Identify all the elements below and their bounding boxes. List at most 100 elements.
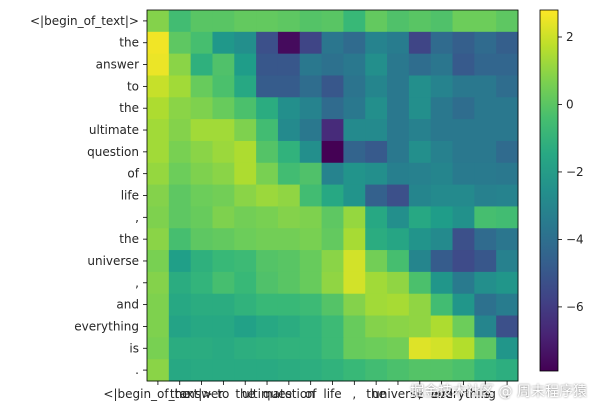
heatmap-cell: [496, 75, 519, 98]
colorbar-tick-label: 0: [566, 97, 574, 111]
heatmap-cell: [147, 228, 170, 251]
heatmap-cell: [343, 10, 366, 33]
heatmap-cell: [408, 315, 432, 338]
heatmap-cell: [408, 10, 432, 33]
heatmap-cell: [299, 228, 323, 251]
y-tick-label: ,: [135, 276, 139, 290]
heatmap-cell: [321, 97, 344, 120]
heatmap-cell: [474, 162, 497, 186]
heatmap-cell: [387, 31, 410, 55]
x-tick-label: answer: [180, 387, 223, 401]
heatmap-cell: [430, 228, 454, 251]
heatmap-cell: [234, 119, 257, 142]
y-tick-label: and: [116, 298, 139, 312]
heatmap-cell: [321, 119, 344, 142]
y-tick-label: the: [119, 101, 139, 115]
heatmap-cell: [474, 250, 497, 273]
heatmap-cell: [408, 359, 432, 382]
heatmap-cell: [452, 359, 475, 382]
heatmap-cell: [452, 97, 475, 120]
heatmap-cell: [277, 250, 301, 273]
heatmap-cell: [452, 293, 475, 317]
heatmap-cell: [168, 97, 192, 120]
heatmap-cell: [474, 184, 497, 207]
heatmap-cell: [408, 184, 432, 207]
heatmap-cell: [212, 10, 235, 33]
heatmap-cell: [343, 250, 366, 273]
heatmap-cell: [452, 119, 475, 142]
heatmap-cell: [365, 53, 388, 76]
y-tick-label: <|begin_of_text|>: [30, 14, 139, 28]
heatmap-cell: [168, 53, 192, 76]
heatmap-cell: [168, 10, 192, 33]
x-tick-label: the: [170, 387, 190, 401]
heatmap-cell: [299, 140, 323, 164]
heatmap-cell: [365, 97, 388, 120]
heatmap-cell: [277, 140, 301, 164]
heatmap-cell: [277, 97, 301, 120]
heatmap-cell: [387, 337, 410, 360]
colorbar-tick-label: −6: [566, 300, 584, 314]
heatmap-cell: [365, 250, 388, 273]
heatmap-cell: [234, 337, 257, 360]
heatmap-cell: [190, 31, 213, 55]
heatmap-cell: [496, 53, 519, 76]
heatmap-cell: [496, 271, 519, 295]
heatmap-cell: [321, 271, 344, 295]
y-tick-label: the: [119, 36, 139, 50]
y-tick-label: .: [135, 363, 139, 377]
heatmap-cell: [365, 315, 388, 338]
heatmap-cell: [168, 140, 192, 164]
heatmap-cell: [430, 293, 454, 317]
heatmap-cell: [496, 10, 519, 33]
heatmap-cell: [212, 293, 235, 317]
heatmap-cell: [168, 162, 192, 186]
heatmap-cell: [234, 271, 257, 295]
heatmap-cell: [299, 119, 323, 142]
heatmap-cell: [256, 206, 279, 229]
heatmap-cell: [452, 75, 475, 98]
heatmap-cell: [299, 10, 323, 33]
heatmap-cell: [299, 184, 323, 207]
heatmap-cell: [277, 271, 301, 295]
heatmap-cell: [408, 206, 432, 229]
heatmap-cell: [452, 250, 475, 273]
heatmap-cell: [452, 271, 475, 295]
heatmap-cell: [147, 293, 170, 317]
heatmap-cell: [387, 53, 410, 76]
heatmap-cell: [212, 337, 235, 360]
heatmap-cell: [277, 206, 301, 229]
heatmap-cell: [277, 119, 301, 142]
heatmap-cell: [190, 337, 213, 360]
heatmap-cell: [387, 228, 410, 251]
heatmap-cell: [190, 250, 213, 273]
heatmap-cell: [234, 97, 257, 120]
heatmap-cell: [256, 31, 279, 55]
heatmap-cell: [321, 206, 344, 229]
heatmap-cell: [474, 97, 497, 120]
heatmap-cell: [343, 53, 366, 76]
y-tick-label: to: [127, 79, 139, 93]
heatmap-cell: [343, 359, 366, 382]
heatmap-cell: [234, 140, 257, 164]
heatmap-cell: [168, 75, 192, 98]
heatmap-cell: [212, 315, 235, 338]
heatmap-cell: [147, 315, 170, 338]
heatmap-cell: [343, 97, 366, 120]
heatmap-cell: [496, 337, 519, 360]
heatmap-cell: [430, 359, 454, 382]
y-tick-label: life: [121, 189, 139, 203]
heatmap-cell: [343, 184, 366, 207]
x-tick-label: <|begin_of_text|>: [103, 387, 212, 401]
heatmap-cell: [147, 184, 170, 207]
heatmap-cell: [168, 337, 192, 360]
heatmap-cell: [321, 315, 344, 338]
heatmap-cell: [147, 10, 170, 33]
heatmap-cell: [168, 250, 192, 273]
heatmap-cell: [321, 53, 344, 76]
y-tick-label: everything: [74, 319, 139, 333]
heatmap-cell: [387, 162, 410, 186]
heatmap-cell: [190, 206, 213, 229]
